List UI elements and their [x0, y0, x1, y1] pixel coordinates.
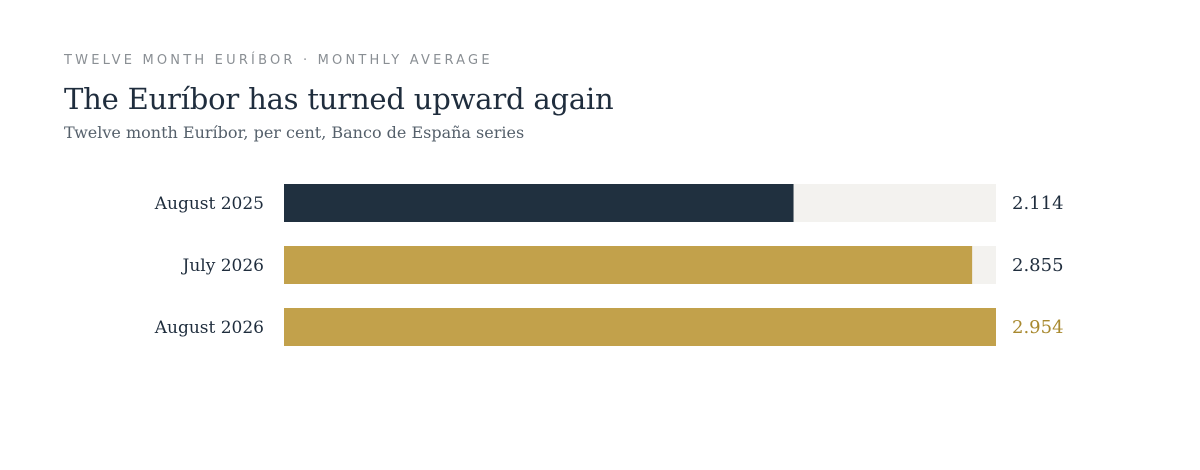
bar	[284, 246, 973, 284]
category-label: August 2026	[154, 318, 264, 338]
chart-kicker: TWELVE MONTH EURÍBOR · MONTHLY AVERAGE	[64, 53, 493, 68]
chart-subtitle: Twelve month Euríbor, per cent, Banco de…	[64, 123, 525, 142]
category-label: August 2025	[154, 194, 264, 214]
bar	[284, 308, 996, 346]
category-label: July 2026	[181, 256, 264, 276]
value-label: 2.855	[1012, 255, 1064, 276]
value-label: 2.954	[1012, 317, 1064, 338]
chart-title: The Euríbor has turned upward again	[64, 82, 614, 116]
bar	[284, 184, 794, 222]
value-label: 2.114	[1012, 193, 1064, 214]
